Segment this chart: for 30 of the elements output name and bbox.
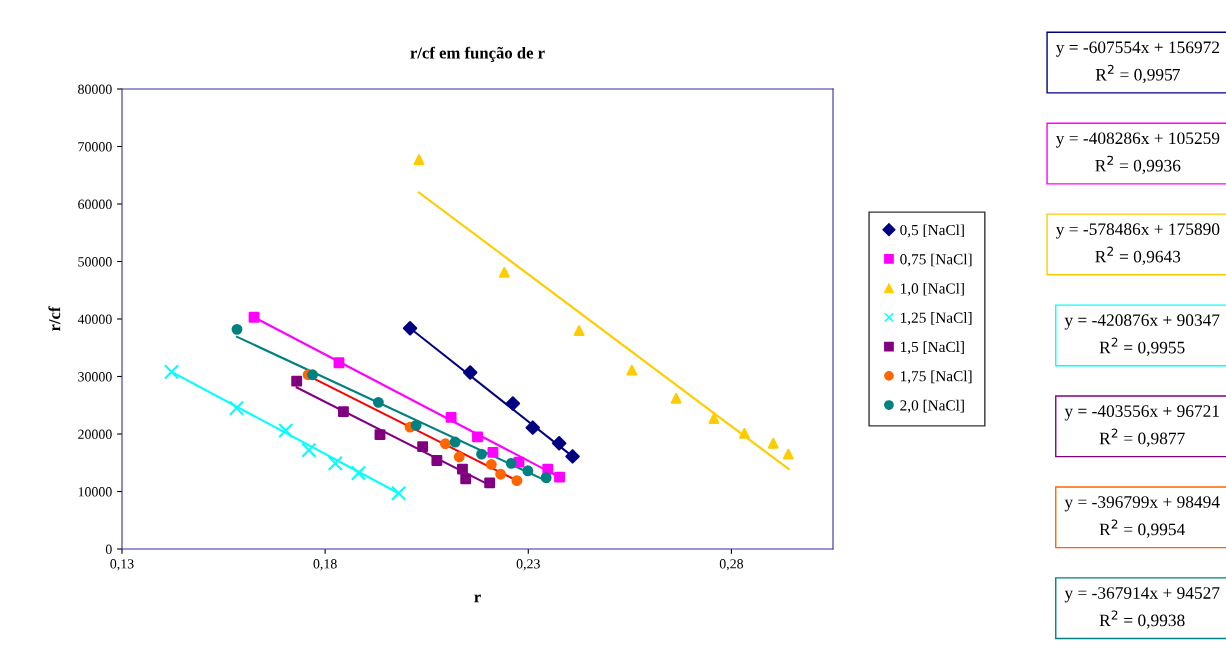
x-axis-title: r xyxy=(474,594,481,603)
y-tick-label: 40000 xyxy=(77,314,112,324)
x-tick-label: 0,23 xyxy=(516,559,540,571)
y-tick-label: 10000 xyxy=(78,487,112,497)
text: y = -403556x + 96721 R$^{2}$ = 0,9877 xyxy=(1064,405,1219,447)
text: y = -578486x + 175890 R$^{2}$ = 0,9643 xyxy=(1055,223,1220,265)
text: y = -408286x + 105259 R$^{2}$ = 0,9936 xyxy=(1055,132,1220,175)
legend-label: 0,75 [NaCl] xyxy=(900,253,972,267)
legend-label: 1,75 [NaCl] xyxy=(900,370,972,384)
legend-label: 1,5 [NaCl] xyxy=(900,341,964,355)
y-tick-label: 60000 xyxy=(78,199,112,209)
chart-title: r/cf em função de r xyxy=(410,46,545,62)
y-tick-label: 30000 xyxy=(78,372,112,382)
text: y = -396799x + 98494 R$^{2}$ = 0,9954 xyxy=(1064,496,1220,538)
y-tick-label: 80000 xyxy=(78,84,112,94)
legend-label: 0,5 [NaCl] xyxy=(900,224,964,238)
y-tick-label: 20000 xyxy=(78,429,112,439)
legend-label: 2,0 [NaCl] xyxy=(900,399,964,413)
x-tick-label: 0,13 xyxy=(110,559,134,571)
y-axis-title: r/cf xyxy=(48,306,61,332)
legend-label: 1,25 [NaCl] xyxy=(900,312,972,326)
y-tick-label: 0 xyxy=(105,544,112,554)
legend-label: 1,0 [NaCl] xyxy=(900,282,964,296)
y-tick-label: 50000 xyxy=(78,257,112,267)
text: y = -607554x + 156972 R$^{2}$ = 0,9957 xyxy=(1055,41,1220,84)
text: y = -420876x + 90347 R$^{2}$ = 0,9955 xyxy=(1064,314,1220,356)
x-tick-label: 0,28 xyxy=(719,559,744,571)
x-tick-label: 0,18 xyxy=(313,559,337,571)
y-tick-label: 70000 xyxy=(78,142,112,152)
text: y = -367914x + 94527 R$^{2}$ = 0,9938 xyxy=(1064,587,1220,629)
